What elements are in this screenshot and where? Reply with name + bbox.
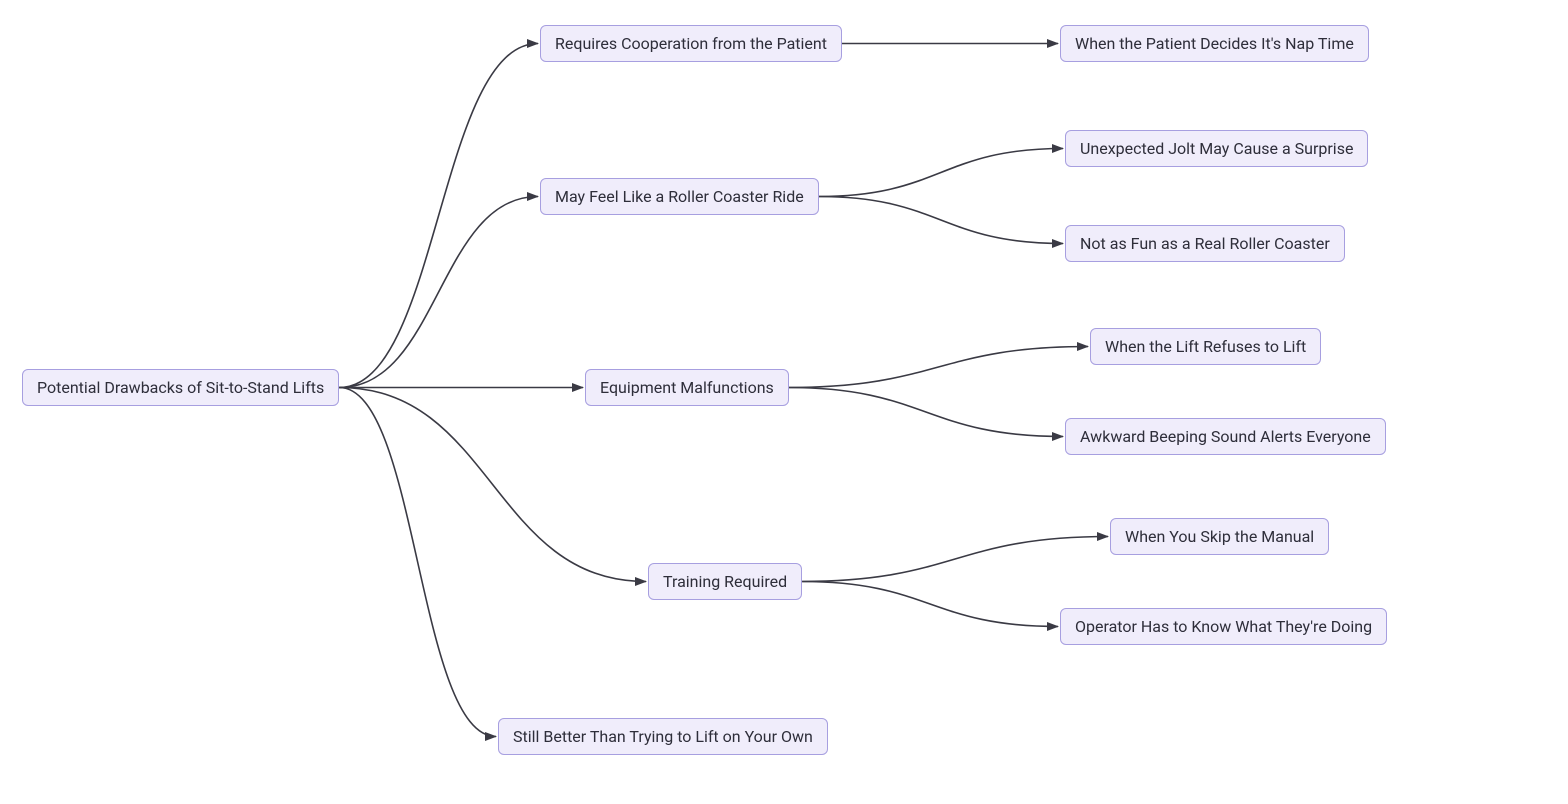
mindmap-node: When You Skip the Manual (1110, 518, 1329, 555)
mindmap-node: When the Lift Refuses to Lift (1090, 328, 1321, 365)
mindmap-node: Still Better Than Trying to Lift on Your… (498, 718, 828, 755)
mindmap-edge (802, 537, 1108, 582)
mindmap-edge (339, 388, 496, 737)
mindmap-edge (789, 347, 1088, 388)
mindmap-node: Operator Has to Know What They're Doing (1060, 608, 1387, 645)
mindmap-node: Unexpected Jolt May Cause a Surprise (1065, 130, 1368, 167)
mindmap-node: Awkward Beeping Sound Alerts Everyone (1065, 418, 1386, 455)
mindmap-edge (802, 582, 1058, 627)
mindmap-node: Not as Fun as a Real Roller Coaster (1065, 225, 1345, 262)
mindmap-node: Equipment Malfunctions (585, 369, 789, 406)
mindmap-node: Potential Drawbacks of Sit-to-Stand Lift… (22, 369, 339, 406)
mindmap-edge (819, 149, 1063, 197)
mindmap-edge (339, 388, 646, 582)
mindmap-edge (339, 44, 538, 388)
mindmap-node: May Feel Like a Roller Coaster Ride (540, 178, 819, 215)
mindmap-edge (339, 197, 538, 388)
mindmap-edge (819, 197, 1063, 244)
mindmap-node: When the Patient Decides It's Nap Time (1060, 25, 1369, 62)
mindmap-node: Training Required (648, 563, 802, 600)
mindmap-node: Requires Cooperation from the Patient (540, 25, 842, 62)
mindmap-edge (789, 388, 1063, 437)
